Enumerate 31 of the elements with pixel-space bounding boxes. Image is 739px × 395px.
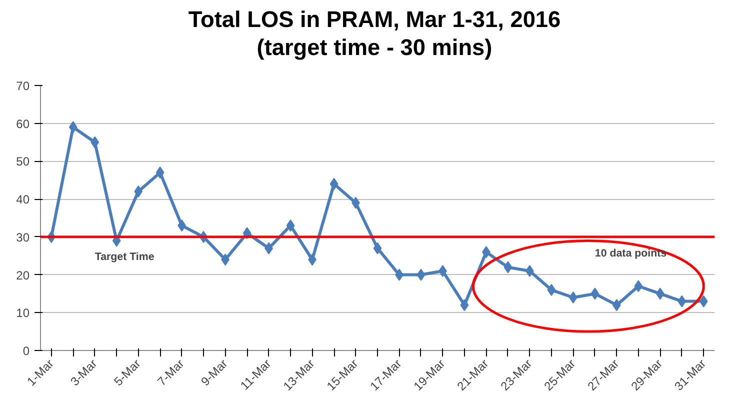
point: [526, 265, 534, 277]
point: [547, 284, 556, 296]
y-tick-label: 60: [16, 116, 30, 131]
point: [373, 242, 382, 254]
point: [438, 265, 447, 277]
point: [156, 166, 164, 179]
point: [590, 288, 600, 300]
point: [612, 299, 621, 312]
y-tick-label: 70: [16, 79, 30, 93]
y-tick-label: 20: [16, 268, 30, 282]
chart-title: Total LOS in PRAM, Mar 1-31, 2016 (target time - 30 mins): [188, 5, 561, 62]
point: [699, 295, 708, 308]
point: [634, 280, 643, 292]
point: [330, 178, 338, 190]
annotation: 10 data points: [594, 248, 667, 260]
point: [416, 268, 426, 281]
ref-line-label: Target Time: [94, 250, 154, 263]
y-tick-label: 10: [16, 306, 30, 320]
point: [90, 136, 100, 148]
point: [656, 288, 664, 300]
y-tick-label: 0: [22, 344, 30, 358]
y-tick-label: 40: [16, 192, 30, 207]
point: [460, 299, 469, 312]
point: [504, 261, 512, 274]
point: [134, 186, 143, 198]
y-tick-label: 50: [16, 154, 30, 169]
point: [286, 220, 295, 232]
point: [678, 295, 686, 308]
y-tick-label: 30: [16, 230, 30, 244]
point: [569, 292, 578, 304]
point: [68, 121, 78, 134]
